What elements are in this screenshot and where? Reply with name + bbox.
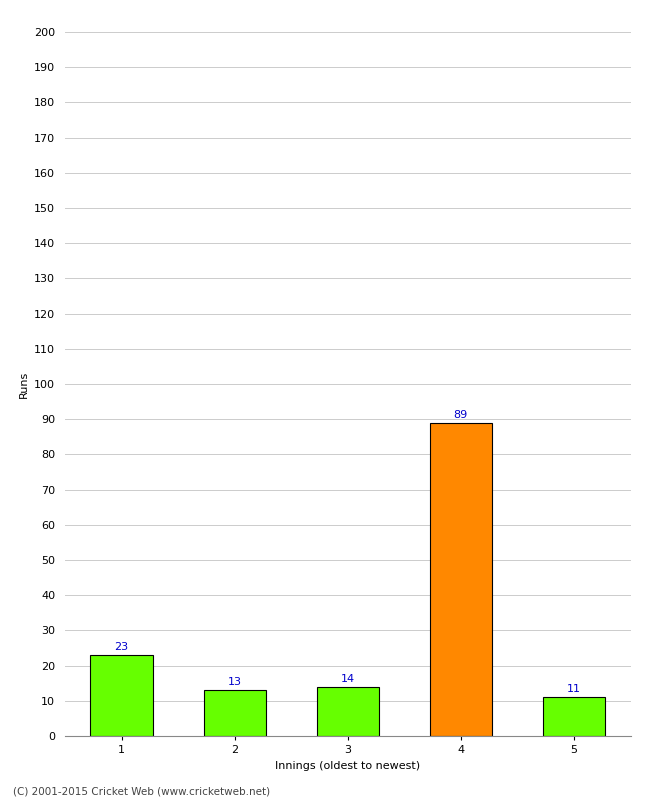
Text: (C) 2001-2015 Cricket Web (www.cricketweb.net): (C) 2001-2015 Cricket Web (www.cricketwe… (13, 786, 270, 796)
Bar (317, 686, 379, 736)
Y-axis label: Runs: Runs (19, 370, 29, 398)
Bar (90, 655, 153, 736)
Bar (543, 698, 605, 736)
Bar (203, 690, 266, 736)
Text: 11: 11 (567, 685, 581, 694)
Text: 13: 13 (227, 678, 242, 687)
Text: 89: 89 (454, 410, 468, 420)
Bar (430, 422, 492, 736)
X-axis label: Innings (oldest to newest): Innings (oldest to newest) (275, 761, 421, 770)
Text: 14: 14 (341, 674, 355, 684)
Text: 23: 23 (114, 642, 129, 652)
